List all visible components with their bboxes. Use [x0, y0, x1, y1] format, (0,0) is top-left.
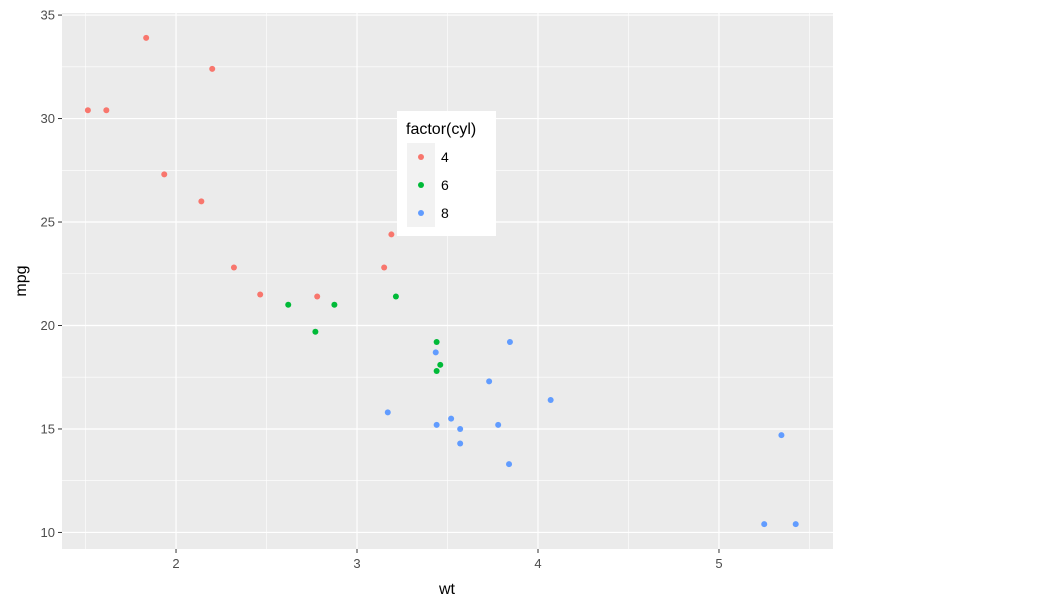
- data-point-cyl-6: [312, 328, 319, 335]
- data-point-cyl-4: [84, 107, 91, 114]
- minor-grid: [62, 13, 833, 549]
- data-point-cyl-8: [384, 409, 391, 416]
- data-point-cyl-8: [448, 415, 455, 422]
- data-point-cyl-4: [230, 264, 237, 271]
- data-point-cyl-4: [161, 171, 168, 178]
- data-point-cyl-4: [314, 293, 321, 300]
- data-point-cyl-8: [486, 378, 493, 385]
- x-tick-label: 2: [172, 556, 179, 571]
- data-point-cyl-6: [285, 301, 292, 308]
- data-point-cyl-8: [547, 396, 554, 403]
- data-point-cyl-4: [257, 291, 264, 298]
- y-tick-label: 10: [41, 525, 55, 540]
- x-tick-label: 4: [534, 556, 541, 571]
- data-point-cyl-8: [433, 421, 440, 428]
- data-point-cyl-8: [778, 432, 785, 439]
- legend-title: factor(cyl): [406, 121, 476, 138]
- legend-label-6: 6: [441, 177, 449, 193]
- legend-key-8: [418, 210, 424, 216]
- data-point-cyl-4: [388, 231, 395, 238]
- y-tick-label: 35: [41, 8, 55, 23]
- x-tick-label: 3: [353, 556, 360, 571]
- x-axis: 2 3 4 5: [172, 549, 723, 571]
- y-tick-label: 15: [41, 421, 55, 436]
- x-tick-label: 5: [715, 556, 722, 571]
- data-point-cyl-8: [792, 521, 799, 528]
- data-point-cyl-6: [392, 293, 399, 300]
- legend-keys: 4 6 8: [407, 143, 449, 227]
- data-point-cyl-6: [331, 301, 338, 308]
- y-axis: 10 15 20 25 30 35: [41, 8, 62, 540]
- data-point-cyl-8: [457, 425, 464, 432]
- data-point-cyl-8: [457, 440, 464, 447]
- x-axis-title: wt: [438, 581, 456, 598]
- data-point-cyl-4: [103, 107, 110, 114]
- data-point-cyl-8: [506, 461, 513, 468]
- data-point-cyl-8: [495, 421, 502, 428]
- data-point-cyl-8: [432, 349, 439, 356]
- legend-key-6: [418, 182, 424, 188]
- data-point-cyl-6: [433, 368, 440, 375]
- data-points: [84, 34, 799, 528]
- y-axis-title: mpg: [13, 265, 30, 296]
- legend-label-8: 8: [441, 205, 449, 221]
- y-tick-label: 20: [41, 318, 55, 333]
- data-point-cyl-4: [143, 34, 150, 41]
- data-point-cyl-8: [761, 521, 768, 528]
- data-point-cyl-4: [381, 264, 388, 271]
- data-point-cyl-8: [506, 339, 513, 346]
- data-point-cyl-6: [437, 361, 444, 368]
- legend-label-4: 4: [441, 149, 449, 165]
- data-point-cyl-4: [198, 198, 205, 205]
- data-point-cyl-6: [433, 339, 440, 346]
- legend-key-4: [418, 154, 424, 160]
- y-tick-label: 30: [41, 111, 55, 126]
- legend: factor(cyl) 4 6 8: [397, 111, 496, 236]
- data-point-cyl-4: [209, 65, 216, 72]
- y-tick-label: 25: [41, 215, 55, 230]
